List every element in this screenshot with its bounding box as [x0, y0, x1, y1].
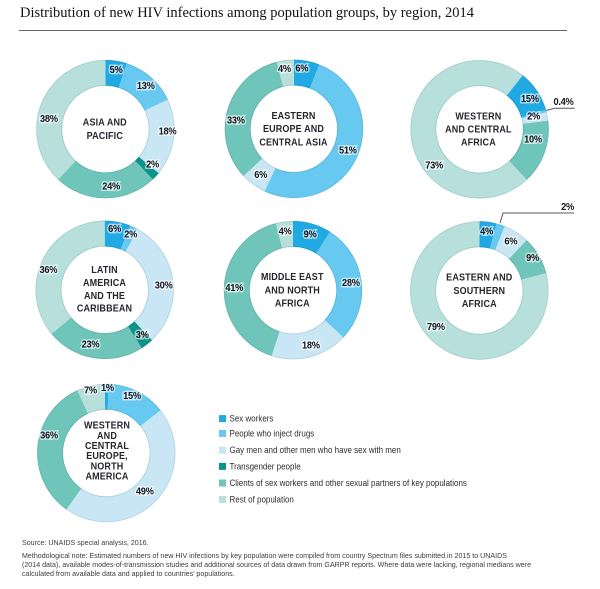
svg-text:3%: 3% — [136, 330, 149, 342]
svg-text:ASIA AND: ASIA AND — [83, 117, 127, 129]
svg-text:Clients of sex workers and oth: Clients of sex workers and other sexual … — [230, 478, 467, 488]
svg-text:AND CENTRAL: AND CENTRAL — [445, 124, 512, 136]
svg-text:30%: 30% — [155, 280, 173, 292]
svg-text:AFRICA: AFRICA — [275, 298, 310, 310]
svg-text:4%: 4% — [279, 226, 292, 238]
svg-text:36%: 36% — [40, 264, 58, 276]
svg-text:4%: 4% — [480, 226, 493, 238]
svg-text:EASTERN AND: EASTERN AND — [446, 272, 512, 284]
svg-text:15%: 15% — [123, 390, 141, 402]
svg-text:EASTERN: EASTERN — [271, 111, 315, 123]
svg-text:15%: 15% — [521, 94, 539, 106]
svg-text:18%: 18% — [302, 340, 320, 352]
svg-text:9%: 9% — [304, 229, 317, 241]
svg-text:33%: 33% — [227, 115, 245, 127]
svg-text:AFRICA: AFRICA — [462, 299, 497, 311]
svg-text:Transgender people: Transgender people — [230, 461, 301, 471]
svg-text:Gay men and other men who have: Gay men and other men who have sex with … — [230, 445, 402, 455]
svg-text:18%: 18% — [159, 126, 177, 138]
svg-text:23%: 23% — [82, 339, 100, 351]
svg-text:EUROPE,: EUROPE, — [86, 451, 128, 463]
svg-text:6%: 6% — [254, 169, 267, 181]
svg-text:4%: 4% — [278, 64, 291, 76]
svg-text:9%: 9% — [526, 252, 539, 264]
svg-text:Sex workers: Sex workers — [230, 413, 274, 423]
svg-text:AND THE: AND THE — [84, 291, 125, 303]
svg-text:28%: 28% — [342, 277, 360, 289]
svg-text:CENTRAL ASIA: CENTRAL ASIA — [259, 137, 327, 149]
svg-text:49%: 49% — [136, 486, 154, 498]
svg-text:People who inject drugs: People who inject drugs — [230, 428, 315, 438]
svg-text:79%: 79% — [427, 322, 445, 334]
svg-text:6%: 6% — [108, 224, 121, 236]
svg-text:MIDDLE EAST: MIDDLE EAST — [261, 272, 324, 284]
svg-text:36%: 36% — [40, 430, 58, 442]
svg-text:2%: 2% — [146, 159, 159, 171]
svg-text:38%: 38% — [40, 114, 58, 126]
svg-text:2%: 2% — [527, 111, 540, 123]
svg-text:6%: 6% — [504, 236, 517, 248]
svg-text:0.4%: 0.4% — [554, 97, 574, 109]
svg-text:51%: 51% — [339, 145, 357, 157]
svg-text:EUROPE AND: EUROPE AND — [263, 124, 324, 136]
svg-text:41%: 41% — [225, 282, 243, 294]
svg-text:AND: AND — [97, 430, 117, 442]
svg-text:LATIN: LATIN — [91, 265, 118, 277]
svg-text:10%: 10% — [524, 134, 542, 146]
svg-text:5%: 5% — [110, 64, 123, 76]
svg-text:7%: 7% — [84, 385, 97, 397]
svg-text:6%: 6% — [295, 63, 308, 75]
svg-text:AFRICA: AFRICA — [461, 137, 496, 149]
svg-text:CARIBBEAN: CARIBBEAN — [77, 303, 132, 315]
svg-text:WESTERN: WESTERN — [455, 111, 501, 123]
svg-text:AMERICA: AMERICA — [85, 471, 128, 483]
svg-text:PACIFIC: PACIFIC — [87, 130, 123, 142]
svg-text:73%: 73% — [425, 160, 443, 172]
svg-text:SOUTHERN: SOUTHERN — [453, 286, 505, 298]
svg-text:24%: 24% — [102, 181, 120, 193]
svg-text:AMERICA: AMERICA — [83, 278, 126, 290]
svg-text:2%: 2% — [561, 202, 574, 214]
svg-text:NORTH: NORTH — [91, 461, 124, 473]
svg-text:AND NORTH: AND NORTH — [265, 285, 320, 297]
svg-text:13%: 13% — [137, 80, 155, 92]
svg-text:WESTERN: WESTERN — [84, 420, 130, 432]
svg-text:Rest of population: Rest of population — [230, 494, 295, 504]
svg-text:1%: 1% — [101, 383, 114, 395]
svg-text:2%: 2% — [124, 229, 137, 241]
svg-text:CENTRAL: CENTRAL — [85, 441, 129, 453]
